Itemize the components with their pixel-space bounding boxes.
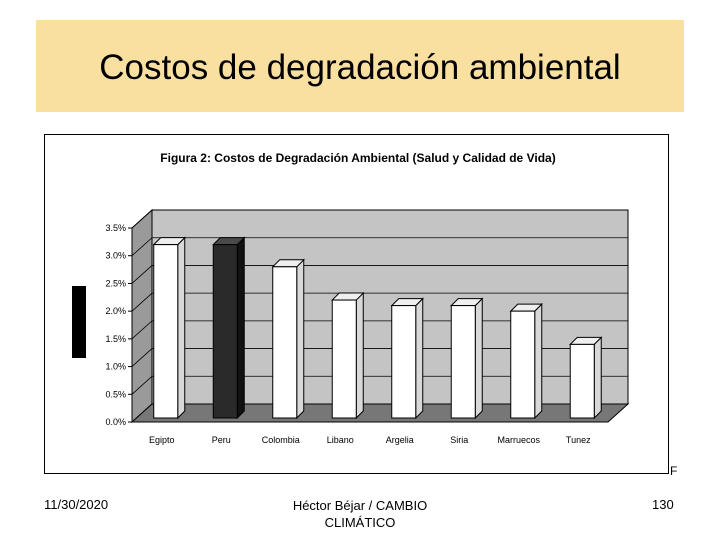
bar xyxy=(212,244,238,419)
footer-page-number: 130 xyxy=(652,497,674,512)
bar-side xyxy=(593,336,602,420)
corner-mark: F xyxy=(670,464,678,478)
chart-title: Figura 2: Costos de Degradación Ambienta… xyxy=(160,151,555,165)
footer-date: 11/30/2020 xyxy=(44,497,109,512)
plot-floor xyxy=(130,403,630,423)
bar-side xyxy=(296,258,305,420)
gridline xyxy=(131,292,628,312)
x-tick-label: Marruecos xyxy=(497,435,540,445)
y-tick-label: 2.5% xyxy=(105,278,126,288)
y-tick-label: 3.0% xyxy=(105,251,126,261)
y-tick-label: 1.0% xyxy=(105,362,126,372)
gridline xyxy=(131,237,628,257)
bar xyxy=(153,244,179,419)
y-tick-label: 2.0% xyxy=(105,306,126,316)
x-tick-label: Siria xyxy=(450,435,468,445)
bar-side xyxy=(177,236,186,420)
y-tick-label: 0.0% xyxy=(105,417,126,427)
x-tick-label: Peru xyxy=(212,435,231,445)
bar xyxy=(391,305,417,419)
x-tick-label: Libano xyxy=(327,435,354,445)
plot-side-wall xyxy=(131,208,153,424)
bar xyxy=(331,299,357,419)
bar xyxy=(569,343,595,419)
bar xyxy=(272,266,298,419)
gridline xyxy=(131,209,628,229)
y-tick-label: 1.5% xyxy=(105,334,126,344)
x-tick-label: Colombia xyxy=(262,435,300,445)
title-band xyxy=(36,20,684,112)
bar-side xyxy=(534,302,543,420)
slide-title: Costos de degradación ambiental xyxy=(99,48,621,87)
x-tick-label: Argelia xyxy=(386,435,414,445)
bar-side xyxy=(355,291,364,420)
footer-presenter: Héctor Béjar / CAMBIO CLIMÁTICO xyxy=(292,498,428,530)
bar-side xyxy=(474,297,483,420)
gridline xyxy=(131,265,628,284)
x-tick-label: Egipto xyxy=(149,435,175,445)
bar-side xyxy=(236,236,245,420)
bar-side xyxy=(415,297,424,420)
x-tick-label: Tunez xyxy=(566,435,591,445)
y-tick-label: 3.5% xyxy=(105,223,126,233)
y-tick-label: 0.5% xyxy=(105,389,126,399)
bar xyxy=(450,305,476,419)
bar xyxy=(510,310,536,419)
black-side-marker xyxy=(72,286,86,358)
